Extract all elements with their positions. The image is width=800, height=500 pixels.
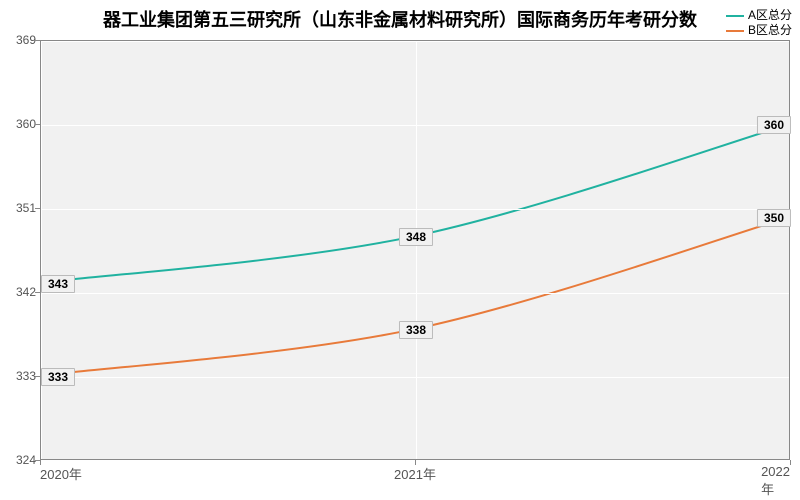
data-label: 338 — [399, 321, 433, 339]
y-tick-label: 324 — [16, 453, 36, 467]
x-tick-label: 2022年 — [761, 464, 790, 498]
y-tick-label: 333 — [16, 369, 36, 383]
y-tick-label: 360 — [16, 117, 36, 131]
x-tick-label: 2020年 — [40, 464, 82, 483]
legend-item-b: B区总分 — [726, 23, 792, 38]
legend: A区总分 B区总分 — [726, 8, 792, 38]
data-label: 348 — [399, 228, 433, 246]
legend-label-b: B区总分 — [748, 23, 792, 38]
line-layer — [41, 41, 789, 459]
legend-swatch-a — [726, 15, 744, 17]
series-line-0 — [42, 125, 788, 283]
data-label: 333 — [41, 368, 75, 386]
y-tick-label: 351 — [16, 201, 36, 215]
legend-label-a: A区总分 — [748, 8, 792, 23]
data-label: 360 — [757, 116, 791, 134]
legend-swatch-b — [726, 30, 744, 32]
legend-item-a: A区总分 — [726, 8, 792, 23]
data-label: 350 — [757, 209, 791, 227]
data-label: 343 — [41, 275, 75, 293]
chart-container: 器工业集团第五三研究所（山东非金属材料研究所）国际商务历年考研分数 A区总分 B… — [0, 0, 800, 500]
y-tick-label: 342 — [16, 285, 36, 299]
x-tick-label: 2021年 — [394, 464, 436, 483]
chart-title: 器工业集团第五三研究所（山东非金属材料研究所）国际商务历年考研分数 — [0, 6, 800, 32]
y-tick-label: 369 — [16, 33, 36, 47]
plot-area: 343 348 360 333 338 350 — [40, 40, 790, 460]
